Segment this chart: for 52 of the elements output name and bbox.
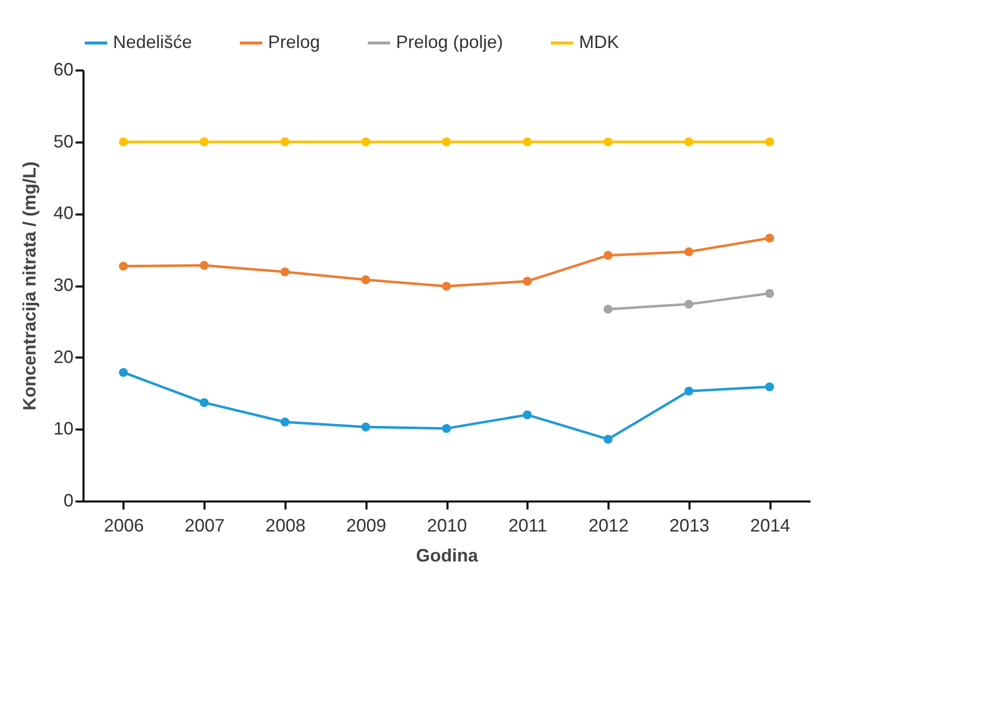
point <box>200 137 209 146</box>
point <box>118 368 128 377</box>
point <box>361 422 370 432</box>
y-tick-label: 20 <box>53 346 74 367</box>
legend-label: MDK <box>579 32 619 52</box>
x-tick-label: 2008 <box>265 516 306 536</box>
point <box>118 262 128 271</box>
x-tick-label: 2010 <box>426 516 468 536</box>
x-axis-title: Godina <box>416 546 479 566</box>
point <box>604 434 613 444</box>
point <box>604 304 613 314</box>
x-tick-label: 2011 <box>508 516 548 536</box>
y-axis-title: Koncentracija nitrata / (mg/L) <box>19 161 40 411</box>
x-tick-label: 2009 <box>346 516 386 536</box>
point <box>280 267 290 276</box>
point <box>684 247 694 256</box>
point <box>442 282 451 291</box>
y-tick-label: 0 <box>63 490 74 510</box>
point <box>442 137 451 146</box>
point <box>604 137 613 146</box>
y-tick-label: 30 <box>53 275 74 295</box>
point <box>765 288 774 298</box>
legend-label: Nedelišće <box>113 32 192 52</box>
x-tick-label: 2014 <box>750 516 790 536</box>
point <box>684 386 694 396</box>
y-tick-label: 40 <box>53 203 74 224</box>
x-tick-label: 2013 <box>669 516 710 536</box>
point <box>200 260 209 270</box>
point <box>522 137 532 146</box>
point <box>361 275 370 284</box>
point <box>280 137 290 146</box>
point <box>684 300 694 309</box>
legend-label: Prelog <box>268 32 320 52</box>
point <box>118 137 128 146</box>
x-tick-label: 2007 <box>184 516 225 536</box>
point <box>442 424 451 433</box>
point <box>522 410 532 420</box>
point <box>765 137 774 146</box>
point <box>200 398 209 408</box>
y-tick-label: 50 <box>53 131 74 152</box>
y-tick-label: 10 <box>53 418 74 439</box>
point <box>522 276 532 286</box>
y-tick-label: 60 <box>53 60 74 80</box>
point <box>604 250 613 260</box>
legend-label: Prelog (polje) <box>396 32 504 52</box>
point <box>361 137 370 146</box>
point <box>684 137 694 146</box>
x-tick-label: 2006 <box>104 516 144 536</box>
point <box>765 382 774 392</box>
point <box>280 418 290 426</box>
x-tick-label: 2012 <box>588 516 629 536</box>
point <box>765 234 774 243</box>
